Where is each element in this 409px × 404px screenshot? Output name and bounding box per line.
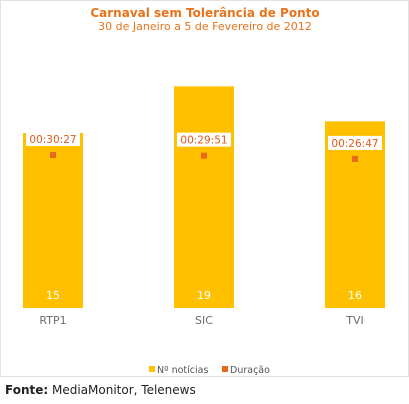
bar-value-label: 19 [197,289,211,302]
duration-label-bg [328,135,382,150]
category-label: RTP1 [39,314,66,327]
duration-point [201,152,207,159]
duration-label: 00:29:51 [180,135,227,147]
category-label: TVI [345,314,364,327]
bar-rtp1 [23,133,83,308]
source-note: Fonte: MediaMonitor, Telenews [5,383,196,397]
legend-swatch-duracao [222,366,228,372]
bar-value-label: 15 [46,289,60,302]
legend-label-noticias: Nº notícias [157,365,208,376]
duration-point [352,155,358,162]
legend-swatch-noticias [149,366,155,372]
chart-subtitle: 30 de Janeiro a 5 de Fevereiro de 2012 [98,20,312,33]
duration-point [50,152,56,159]
bar-sic [174,86,234,308]
chart-title: Carnaval sem Tolerância de Ponto [90,6,319,20]
duration-label: 00:26:47 [331,138,378,150]
chart-frame: Carnaval sem Tolerância de Ponto 30 de J… [0,0,409,377]
legend: Nº notícias Duração [149,365,270,376]
duration-label: 00:30:27 [29,134,76,146]
chart: Carnaval sem Tolerância de Ponto 30 de J… [23,6,385,376]
source-label: Fonte: [5,383,49,397]
legend-label-duracao: Duração [230,365,270,376]
source-text: MediaMonitor, Telenews [52,383,196,397]
bar-tvi [325,121,385,308]
category-label: SIC [195,314,213,327]
bar-value-label: 16 [348,289,362,302]
duration-label-bg [177,132,231,147]
duration-label-bg [26,132,80,147]
